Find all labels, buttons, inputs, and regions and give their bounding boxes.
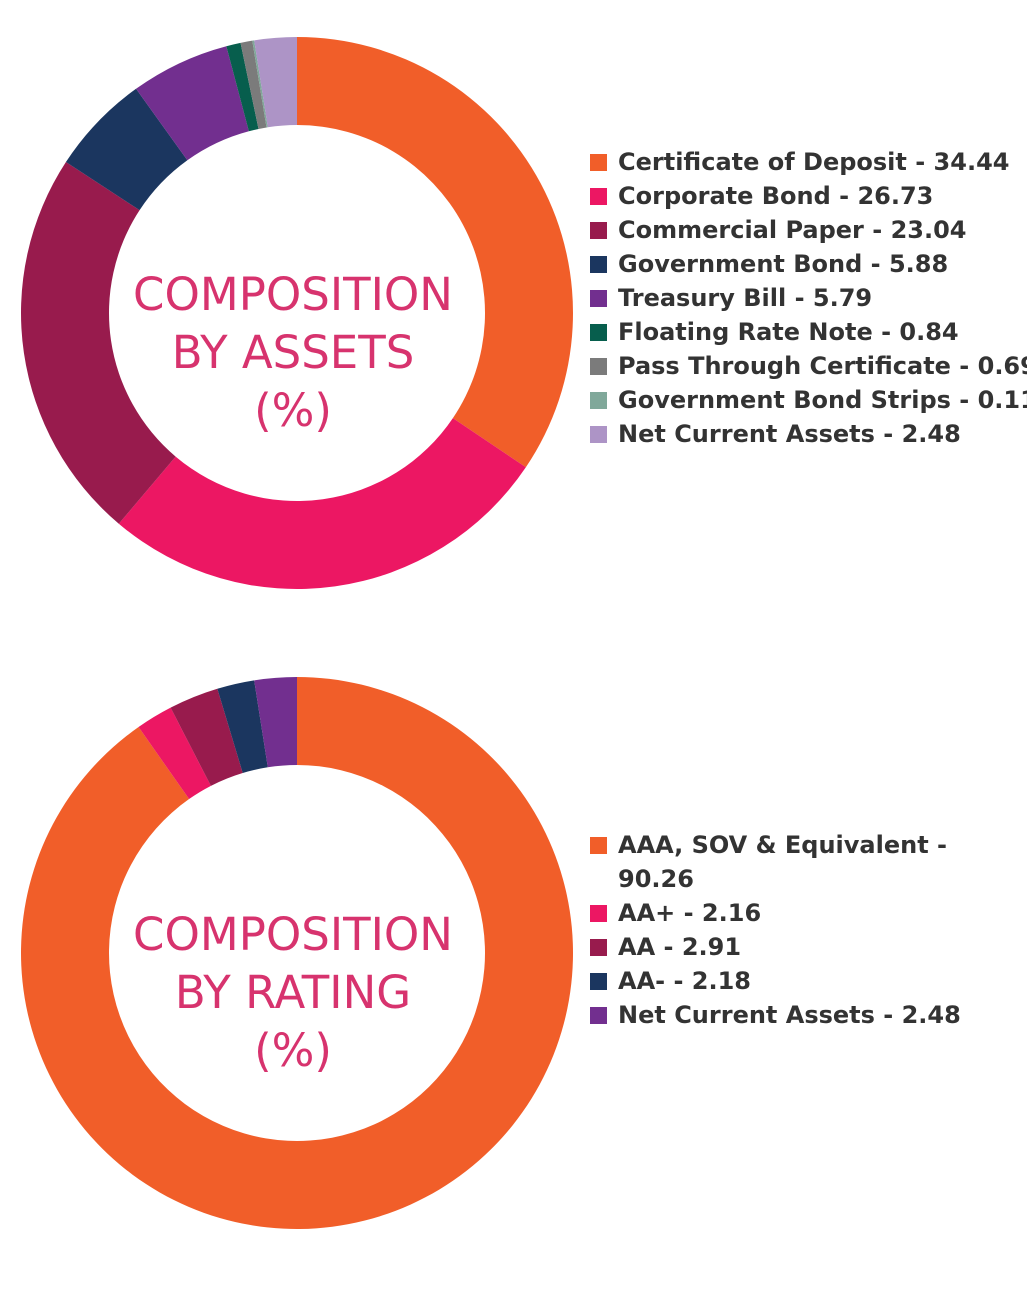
assets-legend-label-2: Commercial Paper - 23.04 [618,216,967,244]
rating-slice-1 [138,707,211,800]
rating-legend-item-1: AA+ - 2.16 [590,896,1020,930]
assets-legend-label-5: Floating Rate Note - 0.84 [618,318,959,346]
assets-slice-2 [21,162,176,524]
assets-legend-swatch-1 [590,188,607,205]
assets-slice-0 [297,37,573,468]
rating-donut [20,677,574,1229]
assets-slice-7 [252,40,268,128]
assets-center-line-1: COMPOSITION [133,268,453,321]
assets-legend-swatch-3 [590,256,607,273]
assets-legend-item-4: Treasury Bill - 5.79 [590,281,1020,315]
assets-legend-item-5: Floating Rate Note - 0.84 [590,315,1020,349]
assets-legend-label-1: Corporate Bond - 26.73 [618,182,934,210]
rating-legend-swatch-1 [590,905,607,922]
assets-center-line-2: BY ASSETS [171,326,415,379]
assets-legend-swatch-8 [590,426,607,443]
assets-donut [21,37,573,590]
rating-center-line-1: COMPOSITION [133,908,453,961]
assets-legend-label-0: Certificate of Deposit - 34.44 [618,148,1010,176]
assets-legend-item-6: Pass Through Certificate - 0.69 [590,349,1027,383]
rating-legend-item-4: Net Current Assets - 2.48 [590,998,1020,1032]
assets-slice-1 [118,418,526,590]
assets-legend-item-8: Net Current Assets - 2.48 [590,417,1020,451]
assets-center-label: COMPOSITION BY ASSETS (%) [83,266,503,440]
assets-legend-item-3: Government Bond - 5.88 [590,247,1020,281]
assets-legend-label-6: Pass Through Certificate - 0.69 [618,352,1027,380]
assets-legend-swatch-5 [590,324,607,341]
assets-legend-label-3: Government Bond - 5.88 [618,250,949,278]
rating-legend-swatch-2 [590,939,607,956]
rating-legend-swatch-4 [590,1007,607,1024]
rating-legend-label-2: AA - 2.91 [618,933,742,961]
rating-legend-label-0: AAA, SOV & Equivalent - 90.26 [618,831,948,893]
assets-legend-swatch-2 [590,222,607,239]
rating-center-label: COMPOSITION BY RATING (%) [83,906,503,1080]
rating-legend-label-1: AA+ - 2.16 [618,899,762,927]
assets-slice-4 [136,46,249,161]
rating-slice-4 [254,677,297,768]
assets-legend-swatch-4 [590,290,607,307]
assets-slice-8 [254,37,297,128]
assets-legend-item-7: Government Bond Strips - 0.11 [590,383,1027,417]
rating-slice-3 [217,680,268,774]
assets-legend-label-7: Government Bond Strips - 0.11 [618,386,1027,414]
rating-legend-swatch-3 [590,973,607,990]
rating-legend-item-2: AA - 2.91 [590,930,1020,964]
rating-legend-item-3: AA- - 2.18 [590,964,1020,998]
assets-legend-swatch-0 [590,154,607,171]
assets-legend-swatch-7 [590,392,607,409]
rating-slice-0 [20,677,574,1229]
assets-legend-swatch-6 [590,358,607,375]
assets-legend-label-4: Treasury Bill - 5.79 [618,284,873,312]
rating-center-line-3: (%) [254,1024,332,1077]
assets-composition-chart: COMPOSITION BY ASSETS (%) Certificate of… [0,0,1027,620]
rating-legend: AAA, SOV & Equivalent - 90.26 AA+ - 2.16 A… [590,828,1020,1032]
rating-legend-label-3: AA- - 2.18 [618,967,751,995]
assets-legend-item-1: Corporate Bond - 26.73 [590,179,1020,213]
assets-legend-item-0: Certificate of Deposit - 34.44 [590,145,1020,179]
assets-legend-item-2: Commercial Paper - 23.04 [590,213,1020,247]
assets-slice-6 [240,40,267,129]
rating-slice-2 [170,688,243,786]
assets-slice-5 [226,42,259,132]
assets-legend-label-8: Net Current Assets - 2.48 [618,420,961,448]
rating-composition-chart: COMPOSITION BY RATING (%) AAA, SOV & Equ… [0,640,1027,1260]
assets-center-line-3: (%) [254,384,332,437]
assets-legend: Certificate of Deposit - 34.44 Corporate … [590,145,1027,451]
rating-legend-item-0: AAA, SOV & Equivalent - 90.26 [590,828,978,896]
rating-legend-label-4: Net Current Assets - 2.48 [618,1001,961,1029]
rating-center-line-2: BY RATING [174,966,412,1019]
assets-slice-3 [65,88,188,211]
rating-legend-swatch-0 [590,837,607,854]
